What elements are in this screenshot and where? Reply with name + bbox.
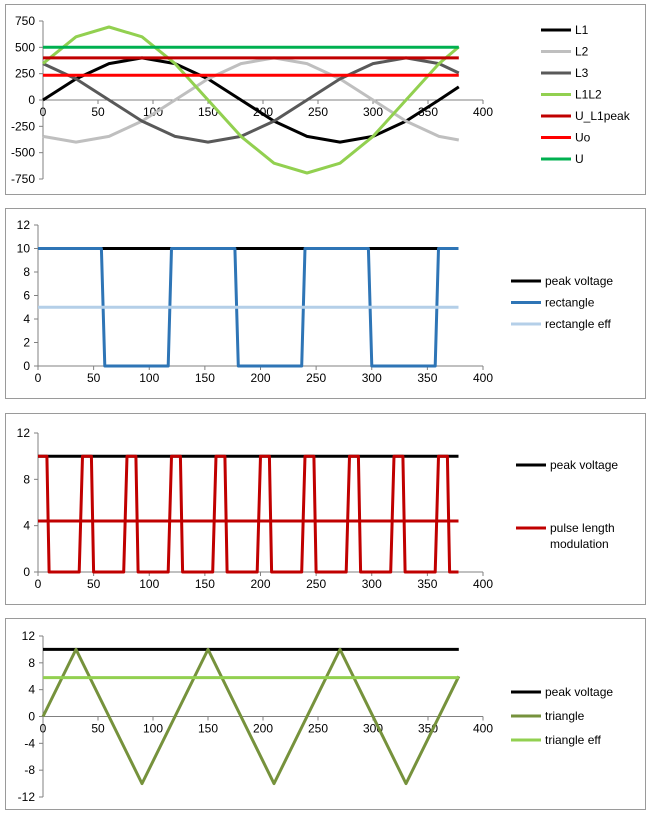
y-tick-label: 4 xyxy=(23,519,30,533)
y-tick-label: 750 xyxy=(15,14,35,28)
y-tick-label: -12 xyxy=(18,790,36,804)
y-tick-label: 6 xyxy=(23,289,30,303)
x-tick-label: 300 xyxy=(362,577,382,591)
x-tick-label: 400 xyxy=(473,722,493,736)
y-tick-label: 12 xyxy=(22,629,36,643)
x-tick-label: 200 xyxy=(250,371,270,385)
x-tick-label: 400 xyxy=(473,577,493,591)
series-line-1 xyxy=(42,56,460,144)
y-tick-label: -4 xyxy=(24,736,35,750)
legend-label: triangle eff xyxy=(545,733,601,747)
chart-panel-pulse-length-modulation: 0 4 8 12 0 50 100 150 200 250 300 350 400 peak voltag… xyxy=(5,413,646,605)
y-tick-label: 10 xyxy=(17,242,31,256)
legend-label-cont: modulation xyxy=(550,537,609,551)
y-tick-label: 0 xyxy=(23,359,30,373)
y-tick-label: 4 xyxy=(23,312,30,326)
x-tick-label: 200 xyxy=(250,577,270,591)
y-tick-label: 12 xyxy=(17,218,31,232)
y-tick-label: 4 xyxy=(28,683,35,697)
y-tick-label: 0 xyxy=(28,710,35,724)
x-tick-label: 300 xyxy=(363,105,383,119)
series-line-1 xyxy=(38,247,459,368)
y-tick-label: -250 xyxy=(11,119,35,133)
chart-svg: 0 2 4 6 8 10 12 0 50 100 150 200 250 300 350 400 peak vo… xyxy=(17,218,614,385)
legend-label: peak voltage xyxy=(550,458,618,472)
x-tick-label: 200 xyxy=(253,722,273,736)
legend-label: L2 xyxy=(575,45,589,59)
legend-label: U xyxy=(575,152,584,166)
x-tick-label: 100 xyxy=(143,722,163,736)
x-tick-label: 350 xyxy=(417,371,437,385)
series-line-1 xyxy=(41,647,461,786)
x-tick-label: 350 xyxy=(417,577,437,591)
series-line-1 xyxy=(38,454,459,574)
y-tick-label: -8 xyxy=(24,763,35,777)
x-tick-label: 0 xyxy=(40,105,47,119)
x-tick-label: 0 xyxy=(35,371,42,385)
chart-panel-rectangle: 0 2 4 6 8 10 12 0 50 100 150 200 250 300 350 400 peak vo… xyxy=(5,208,646,399)
series-line-0 xyxy=(42,56,460,144)
chart-panel-three-phase: 750 500 250 0 -250 -500 -750 0 50 100 150 200 250 300… xyxy=(5,4,646,195)
legend-label: rectangle eff xyxy=(545,317,611,331)
x-tick-label: 150 xyxy=(195,371,215,385)
y-tick-label: 250 xyxy=(15,67,35,81)
x-tick-label: 150 xyxy=(195,577,215,591)
legend-label: L1 xyxy=(575,23,589,37)
x-tick-label: 250 xyxy=(306,577,326,591)
x-tick-label: 50 xyxy=(87,577,101,591)
x-tick-label: 400 xyxy=(473,105,493,119)
x-tick-label: 250 xyxy=(306,371,326,385)
y-tick-label: 8 xyxy=(23,265,30,279)
x-tick-label: 0 xyxy=(35,577,42,591)
x-tick-label: 50 xyxy=(87,371,101,385)
legend-label: U_L1peak xyxy=(575,109,631,123)
x-tick-label: 100 xyxy=(139,577,159,591)
y-tick-label: -500 xyxy=(11,146,35,160)
legend-label: Uo xyxy=(575,131,591,145)
y-tick-label: -750 xyxy=(11,172,35,186)
x-tick-label: 150 xyxy=(198,722,218,736)
y-tick-label: 500 xyxy=(15,40,35,54)
legend-label: triangle xyxy=(545,709,585,723)
y-tick-label: 2 xyxy=(23,336,30,350)
y-tick-label: 8 xyxy=(28,656,35,670)
legend-label: rectangle xyxy=(545,296,595,310)
x-tick-label: 200 xyxy=(253,105,273,119)
x-tick-label: 250 xyxy=(308,722,328,736)
legend-label: peak voltage xyxy=(545,685,613,699)
chart-panel-triangle: 12 8 4 0 -4 -8 -12 0 50 100 150 200 250 300 350 400 peak… xyxy=(5,618,646,810)
x-tick-label: 250 xyxy=(308,105,328,119)
y-tick-label: 0 xyxy=(23,565,30,579)
y-tick-label: 12 xyxy=(17,426,31,440)
x-tick-label: 300 xyxy=(362,371,382,385)
legend-label: peak voltage xyxy=(545,274,613,288)
legend-label: L1L2 xyxy=(575,88,602,102)
chart-svg: 0 4 8 12 0 50 100 150 200 250 300 350 400 peak voltag… xyxy=(17,426,619,591)
x-tick-label: 50 xyxy=(91,105,105,119)
y-tick-label: 0 xyxy=(28,93,35,107)
series-line-3 xyxy=(42,25,460,175)
legend-label: pulse length xyxy=(550,521,615,535)
legend-label: L3 xyxy=(575,66,589,80)
x-tick-label: 50 xyxy=(91,722,105,736)
x-tick-label: 0 xyxy=(40,722,47,736)
x-tick-label: 100 xyxy=(139,371,159,385)
x-tick-label: 150 xyxy=(198,105,218,119)
x-tick-label: 400 xyxy=(473,371,493,385)
y-tick-label: 8 xyxy=(23,472,30,486)
